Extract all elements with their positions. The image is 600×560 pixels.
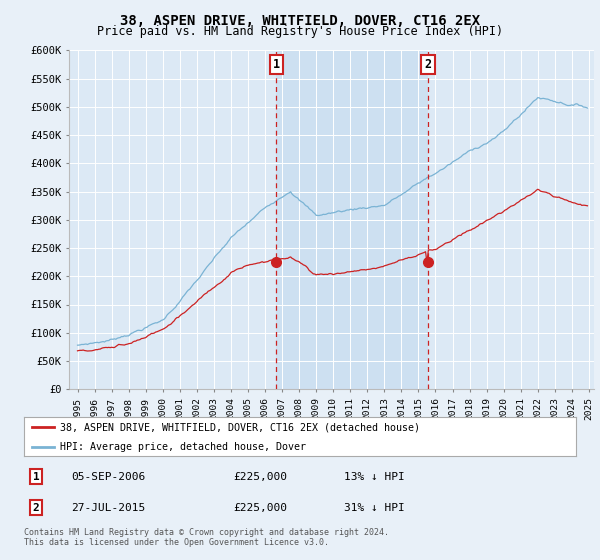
Bar — [277, 50, 428, 389]
Text: Contains HM Land Registry data © Crown copyright and database right 2024.: Contains HM Land Registry data © Crown c… — [24, 528, 389, 536]
Text: 38, ASPEN DRIVE, WHITFIELD, DOVER, CT16 2EX: 38, ASPEN DRIVE, WHITFIELD, DOVER, CT16 … — [120, 14, 480, 28]
Text: This data is licensed under the Open Government Licence v3.0.: This data is licensed under the Open Gov… — [24, 538, 329, 547]
Text: 31% ↓ HPI: 31% ↓ HPI — [344, 503, 405, 513]
Text: 1: 1 — [33, 472, 40, 482]
Text: 13% ↓ HPI: 13% ↓ HPI — [344, 472, 405, 482]
Text: 1: 1 — [273, 58, 280, 71]
Text: 05-SEP-2006: 05-SEP-2006 — [71, 472, 145, 482]
Text: £225,000: £225,000 — [234, 472, 288, 482]
Text: 38, ASPEN DRIVE, WHITFIELD, DOVER, CT16 2EX (detached house): 38, ASPEN DRIVE, WHITFIELD, DOVER, CT16 … — [60, 422, 420, 432]
Text: Price paid vs. HM Land Registry's House Price Index (HPI): Price paid vs. HM Land Registry's House … — [97, 25, 503, 38]
Text: £225,000: £225,000 — [234, 503, 288, 513]
Text: 2: 2 — [424, 58, 431, 71]
Text: 27-JUL-2015: 27-JUL-2015 — [71, 503, 145, 513]
Text: HPI: Average price, detached house, Dover: HPI: Average price, detached house, Dove… — [60, 442, 306, 451]
Text: 2: 2 — [33, 503, 40, 513]
